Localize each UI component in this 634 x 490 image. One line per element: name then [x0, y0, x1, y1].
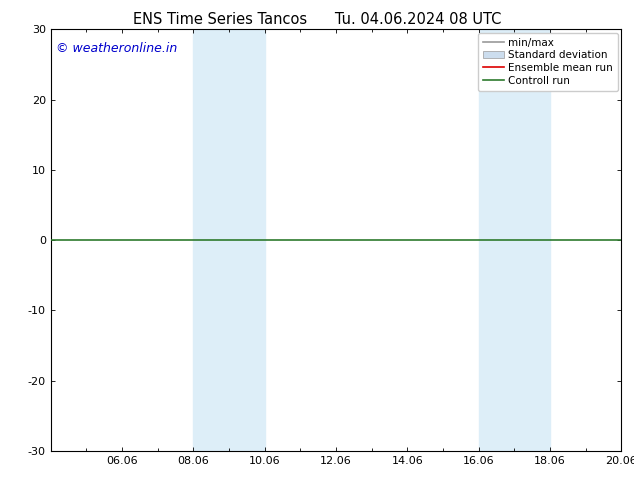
- Bar: [479, 29, 550, 451]
- Legend: min/max, Standard deviation, Ensemble mean run, Controll run: min/max, Standard deviation, Ensemble me…: [478, 32, 618, 91]
- Bar: [193, 29, 264, 451]
- Text: ENS Time Series Tancos      Tu. 04.06.2024 08 UTC: ENS Time Series Tancos Tu. 04.06.2024 08…: [133, 12, 501, 27]
- Text: © weatheronline.in: © weatheronline.in: [56, 42, 178, 55]
